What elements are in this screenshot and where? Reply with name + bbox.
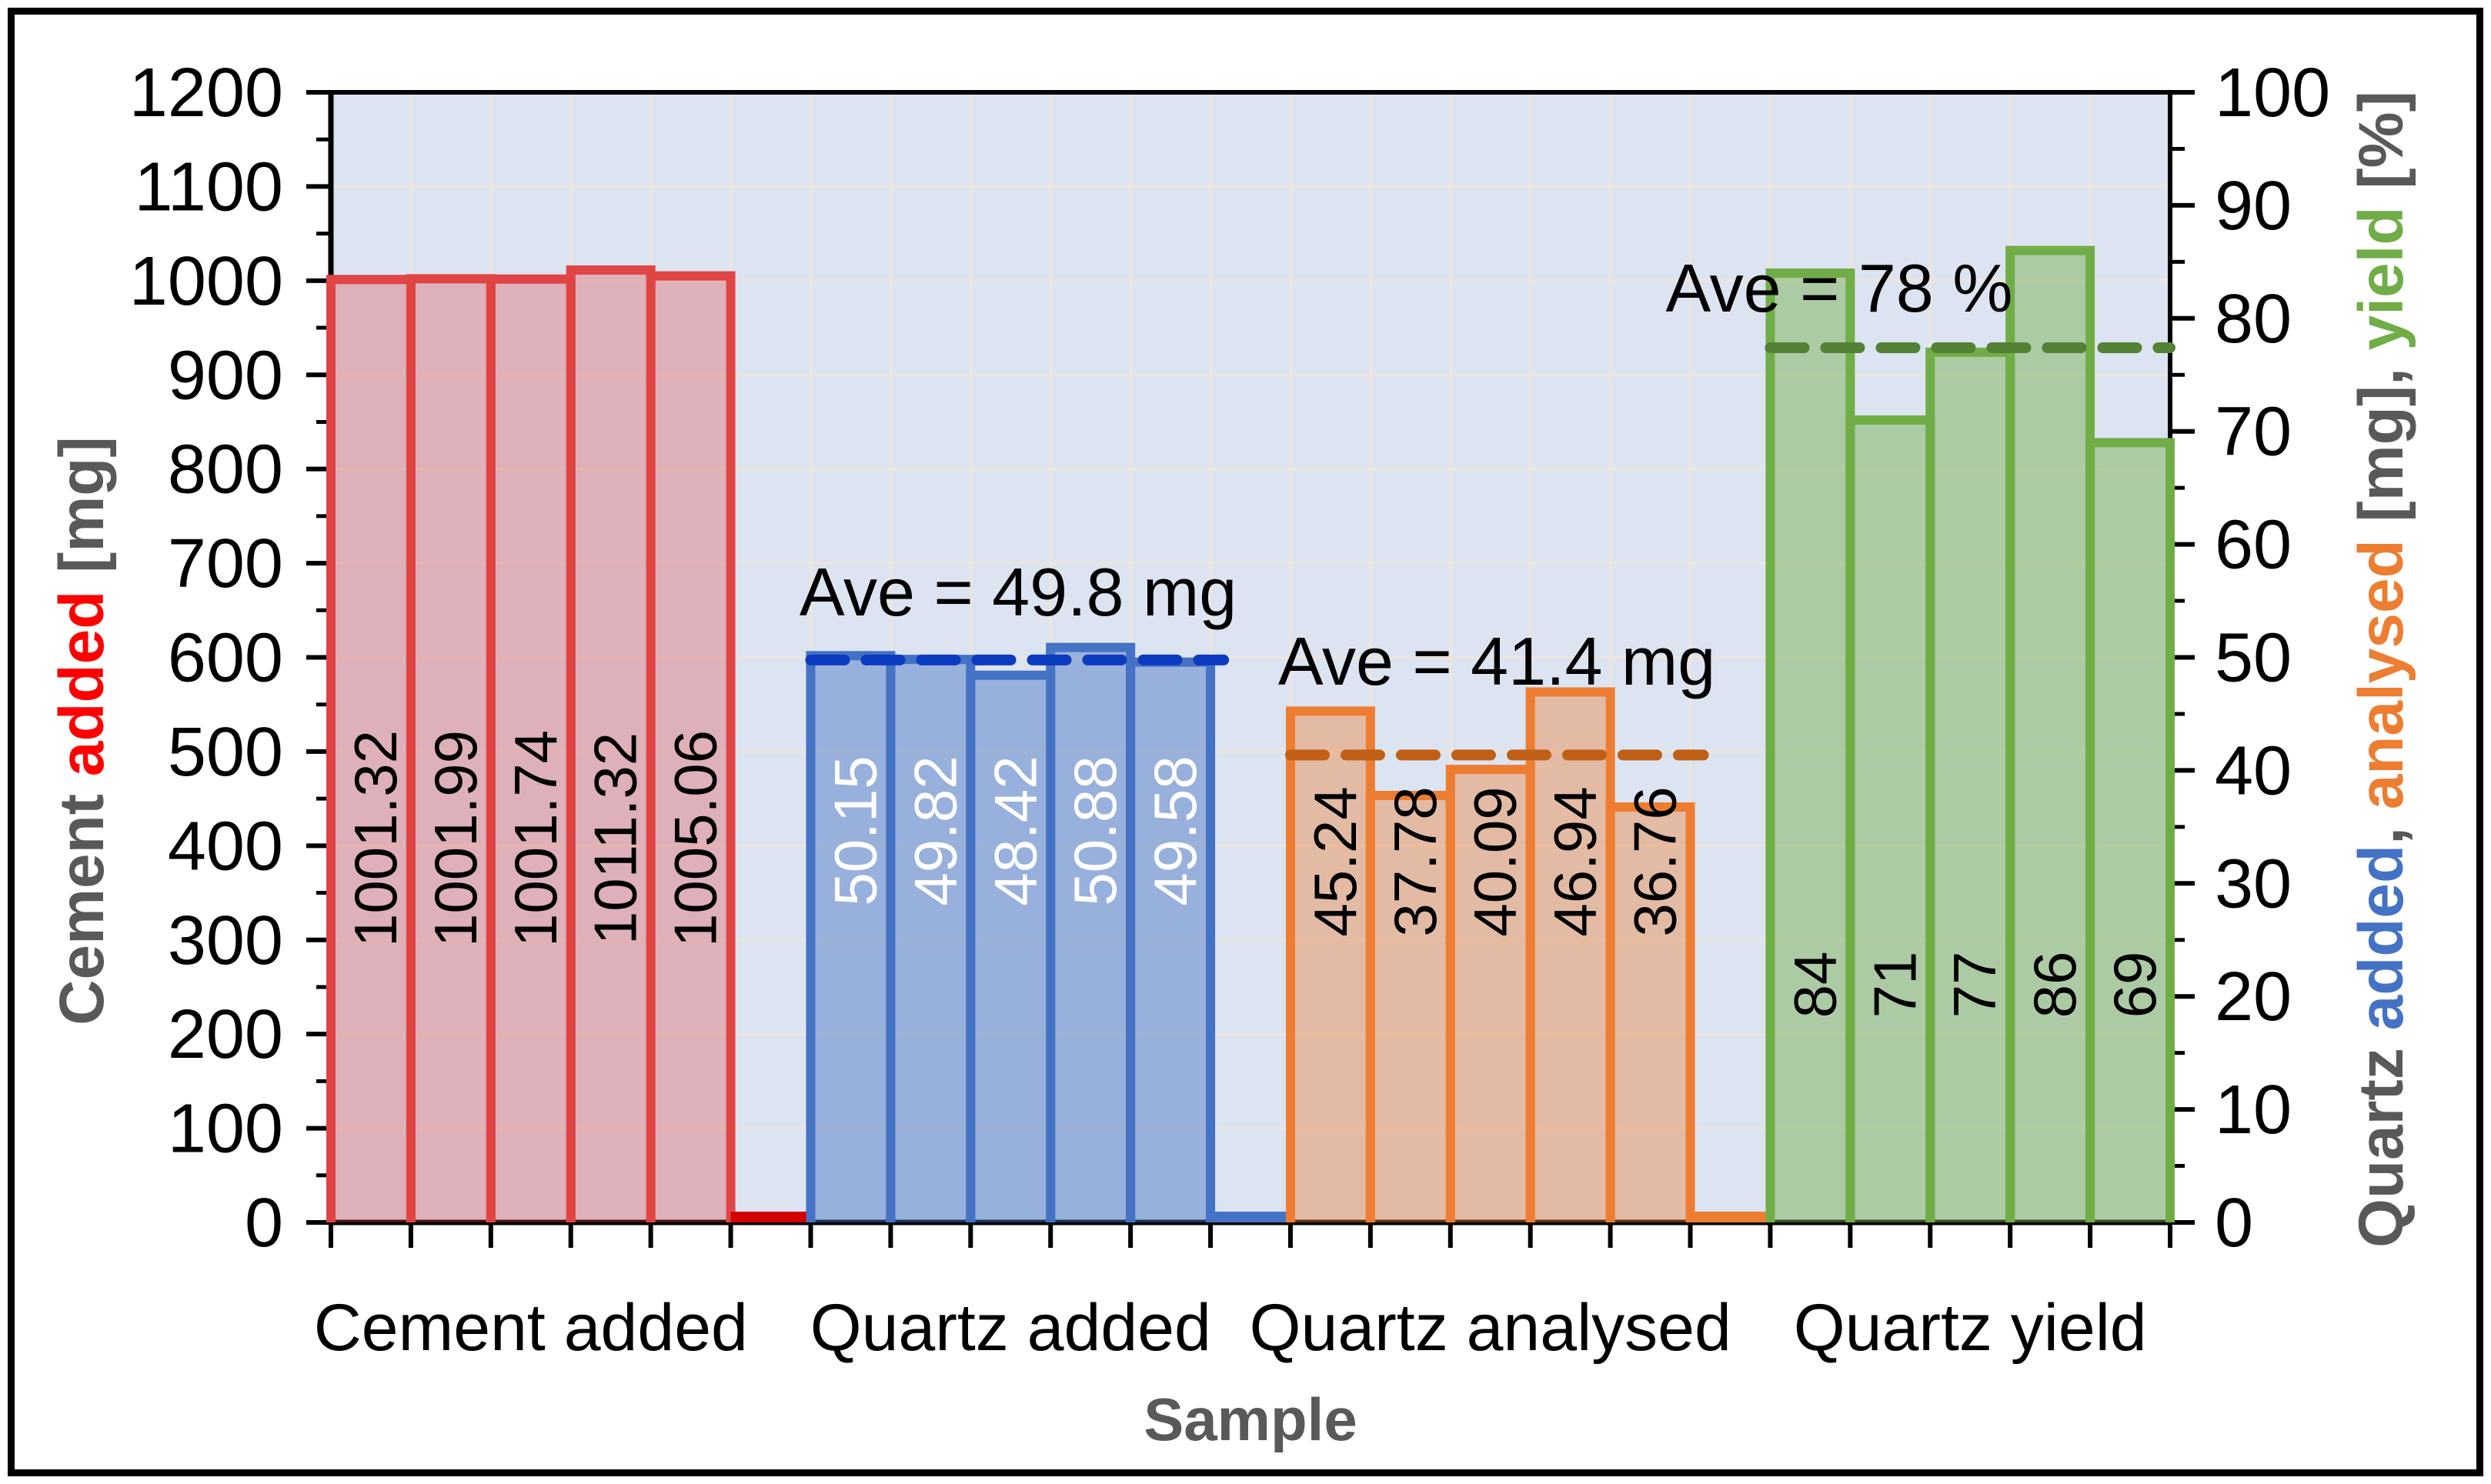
chart-outer-frame — [8, 8, 2483, 1476]
axis-title-segment: [%] — [2346, 91, 2416, 207]
bar-value-label: 1001.32 — [342, 730, 409, 947]
right-axis-tick-label: 0 — [2215, 1185, 2253, 1262]
left-axis-tick-label: 300 — [168, 902, 283, 979]
category-label: Quartz yield — [1794, 1291, 2147, 1365]
bar — [1770, 273, 1851, 1222]
x-axis-title: Sample — [1144, 1386, 1357, 1453]
left-axis-tick-label: 1000 — [129, 243, 283, 320]
bar-value-label: 1001.99 — [422, 730, 489, 947]
bar-value-label: 46.94 — [1541, 786, 1609, 936]
bar — [890, 659, 971, 1222]
average-label: Ave = 49.8 mg — [800, 554, 1237, 630]
right-axis-tick-label: 60 — [2215, 507, 2292, 584]
left-axis-tick-label: 400 — [168, 808, 283, 885]
bar-border — [646, 271, 736, 1222]
bar-value-label: 71 — [1861, 952, 1928, 1019]
bar — [331, 279, 411, 1223]
bar — [1930, 352, 2011, 1222]
left-axis-tick-label: 0 — [245, 1185, 283, 1262]
bar-value-label: 37.78 — [1381, 786, 1449, 936]
right-axis-tick-label: 100 — [2215, 55, 2330, 132]
bar — [410, 278, 491, 1223]
bar-border — [2085, 438, 2175, 1222]
bar-value-label: 69 — [2101, 952, 2169, 1019]
bar-value-label: 1005.06 — [662, 730, 730, 947]
left-axis-tick-label: 600 — [168, 620, 283, 697]
bar — [1050, 647, 1131, 1222]
bar — [1370, 795, 1451, 1222]
axis-title-segment: yield — [2346, 206, 2416, 351]
bar — [1450, 769, 1531, 1222]
category-label: Quartz added — [810, 1291, 1211, 1365]
bar-value-label: 50.15 — [821, 755, 889, 905]
axis-title-segment: , — [2346, 809, 2416, 845]
category-label: Quartz analysed — [1250, 1291, 1731, 1365]
bar-value-label: 50.88 — [1061, 755, 1129, 905]
bar-value-label: 1011.32 — [582, 732, 649, 945]
right-axis-tick-label: 70 — [2215, 394, 2292, 471]
bar-value-label: 1001.74 — [502, 730, 569, 947]
left-axis-tick-label: 200 — [168, 996, 283, 1073]
bar-value-label: 84 — [1781, 952, 1848, 1019]
left-axis-tick-label: 900 — [168, 337, 283, 414]
bar — [1610, 806, 1691, 1222]
axis-title-segment: [mg], — [2346, 350, 2416, 540]
bar-value-label: 77 — [1941, 952, 2008, 1019]
axis-title-segment: analysed — [2346, 539, 2416, 810]
bar-value-label: 86 — [2021, 952, 2089, 1019]
bar-value-label: 45.24 — [1301, 786, 1369, 936]
left-axis-tick-label: 500 — [168, 714, 283, 791]
right-axis-tick-label: 50 — [2215, 620, 2292, 697]
left-axis-tick-label: 800 — [168, 432, 283, 509]
right-axis-tick-label: 10 — [2215, 1072, 2292, 1149]
right-axis-tick-label: 40 — [2215, 732, 2292, 809]
bar-value-label: 49.58 — [1141, 755, 1209, 905]
bar — [1290, 711, 1371, 1222]
bar — [810, 655, 891, 1222]
bar — [1130, 662, 1211, 1222]
bar-value-label: 48.42 — [981, 755, 1049, 905]
bar — [2010, 250, 2091, 1222]
axis-title-segment: Cement — [47, 776, 117, 1025]
average-label: Ave = 41.4 mg — [1278, 623, 1715, 699]
bar-value-label: 36.76 — [1621, 786, 1689, 936]
left-axis-title: Cement added [mg] — [46, 436, 119, 1025]
right-axis-tick-label: 30 — [2215, 845, 2292, 922]
bar — [1530, 692, 1611, 1222]
axis-title-segment: Quartz — [2346, 1030, 2416, 1248]
left-axis-tick-label: 1200 — [129, 55, 283, 132]
bar-value-label: 49.82 — [901, 755, 969, 905]
bar — [970, 675, 1051, 1222]
axis-title-segment: [mg] — [47, 436, 117, 591]
category-label: Cement added — [314, 1291, 748, 1365]
right-axis-tick-label: 20 — [2215, 959, 2292, 1035]
left-axis-tick-label: 1100 — [134, 148, 283, 225]
bar-border — [1605, 802, 1695, 1222]
bar — [650, 275, 731, 1222]
bar-value-label: 40.09 — [1461, 786, 1529, 936]
bar — [490, 278, 571, 1223]
left-axis-tick-label: 700 — [168, 525, 283, 602]
bar — [2090, 442, 2170, 1222]
average-label: Ave = 78 % — [1666, 250, 2013, 326]
bar — [1850, 420, 1931, 1222]
axis-title-segment: added — [47, 590, 117, 777]
axis-title-segment: added — [2346, 844, 2416, 1031]
right-axis-tick-label: 90 — [2215, 168, 2292, 245]
left-axis-tick-label: 100 — [168, 1091, 283, 1168]
right-axis-tick-label: 80 — [2215, 281, 2292, 358]
right-axis-title: Quartz added, analysed [mg], yield [%] — [2346, 91, 2418, 1248]
bar — [570, 269, 651, 1222]
